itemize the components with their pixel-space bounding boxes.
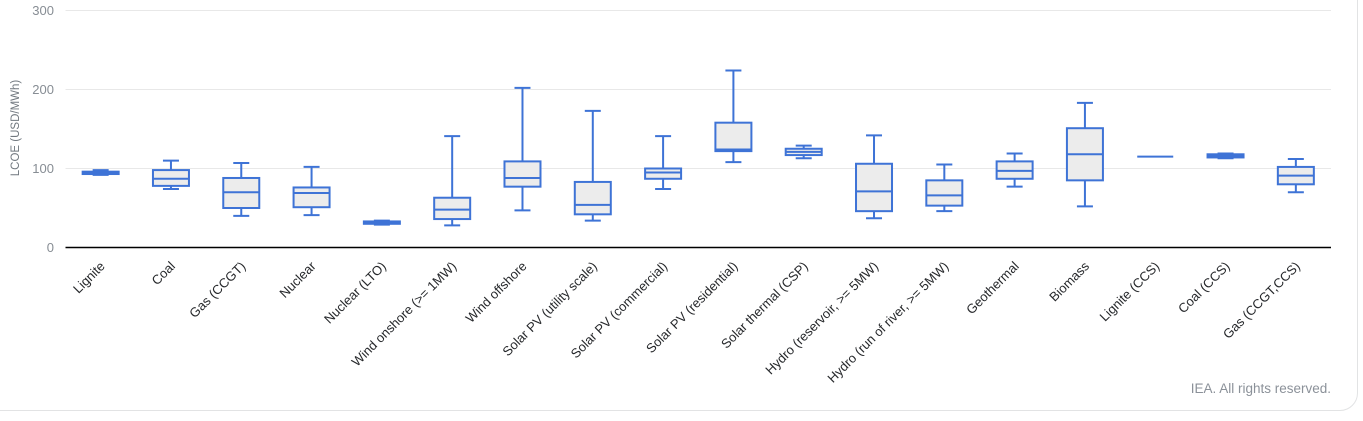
x-axis-category-labels: Lignite Coal Gas (CCGT) Nuclear Nuclear (LTO… bbox=[70, 258, 1303, 386]
boxplot-solar-pv-residential[interactable] bbox=[714, 69, 753, 164]
x-category-label-lignite-ccs: Lignite (CCS) bbox=[1097, 259, 1163, 325]
iqr-box bbox=[925, 179, 964, 207]
x-category-label-gas-ccgt: Gas (CCGT) bbox=[186, 259, 248, 321]
x-category-label-wind-offshore: Wind offshore bbox=[462, 259, 529, 326]
boxplot-hydro-reservoir-5mw[interactable] bbox=[855, 134, 894, 220]
iqr-box bbox=[433, 196, 472, 221]
x-category-label-biomass: Biomass bbox=[1046, 258, 1092, 304]
boxplot-solar-pv-commercial[interactable] bbox=[644, 135, 683, 191]
x-category-label-hydro-run-of-river-5mw: Hydro (run of river, >= 5MW) bbox=[824, 259, 951, 386]
boxplot-hydro-run-of-river-5mw[interactable] bbox=[925, 163, 964, 213]
y-tick-label-100: 100 bbox=[32, 161, 54, 176]
boxplot-series bbox=[81, 69, 1315, 227]
boxplot-lignite[interactable] bbox=[81, 169, 120, 176]
x-category-label-lignite: Lignite bbox=[70, 259, 108, 297]
x-category-label-coal: Coal bbox=[149, 258, 179, 288]
y-axis-title: LCOE (USD/MWh) bbox=[10, 80, 22, 177]
iqr-box bbox=[644, 167, 683, 180]
iqr-box bbox=[503, 160, 542, 188]
boxplot-solar-pv-utility-scale[interactable] bbox=[573, 109, 612, 222]
y-tick-label-300: 300 bbox=[32, 3, 54, 18]
y-tick-label-0: 0 bbox=[47, 240, 54, 255]
x-category-label-hydro-reservoir-5mw: Hydro (reservoir, >= 5MW) bbox=[762, 259, 881, 378]
boxplot-gas-ccgt-ccs[interactable] bbox=[1276, 158, 1315, 194]
boxplot-solar-thermal-csp[interactable] bbox=[784, 144, 823, 160]
credit-text: IEA. All rights reserved. bbox=[1190, 381, 1331, 396]
y-tick-label-200: 200 bbox=[32, 82, 54, 97]
x-category-label-nuclear: Nuclear bbox=[276, 258, 319, 301]
iqr-box bbox=[855, 162, 894, 213]
iqr-box bbox=[292, 186, 331, 209]
iqr-box bbox=[714, 121, 753, 153]
boxplot-geothermal[interactable] bbox=[995, 152, 1034, 188]
boxplot-nuclear[interactable] bbox=[292, 165, 331, 217]
boxplot-biomass[interactable] bbox=[1065, 101, 1104, 208]
x-category-label-nuclear-lto: Nuclear (LTO) bbox=[321, 259, 389, 327]
gridlines bbox=[65, 10, 1331, 169]
iqr-box bbox=[573, 180, 612, 216]
y-axis-tick-labels: 0 100 200 300 bbox=[32, 3, 54, 255]
x-category-label-coal-ccs: Coal (CCS) bbox=[1175, 259, 1233, 317]
boxplot-nuclear-lto[interactable] bbox=[362, 219, 401, 226]
boxplot-gas-ccgt[interactable] bbox=[222, 161, 261, 217]
boxplot-wind-onshore-1mw[interactable] bbox=[433, 135, 472, 227]
boxplot-wind-offshore[interactable] bbox=[503, 86, 542, 212]
x-category-label-geothermal: Geothermal bbox=[963, 258, 1022, 317]
boxplot-coal[interactable] bbox=[151, 159, 190, 191]
x-category-label-gas-ccgt-ccs: Gas (CCGT,CCS) bbox=[1220, 259, 1303, 342]
boxplot-coal-ccs[interactable] bbox=[1206, 152, 1245, 160]
